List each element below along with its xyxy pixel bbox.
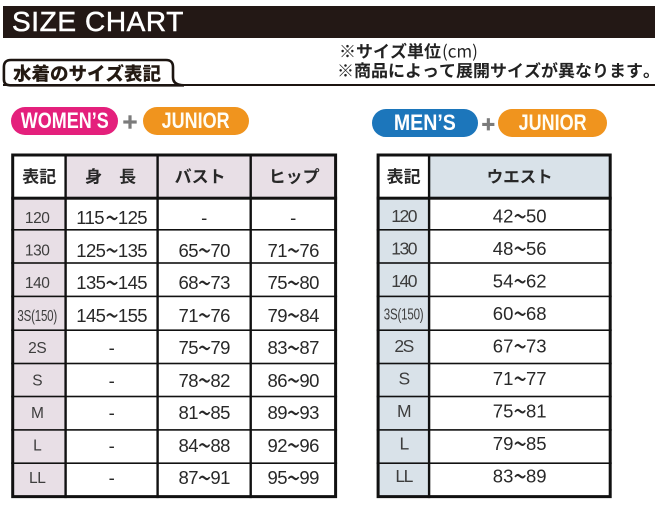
svg-text:3S(150): 3S(150) — [384, 304, 424, 322]
svg-text:73: 73 — [210, 272, 230, 293]
svg-text:125: 125 — [118, 207, 147, 228]
svg-text:81: 81 — [179, 402, 199, 423]
svg-text:76: 76 — [299, 240, 319, 261]
svg-text:84: 84 — [299, 305, 319, 326]
svg-text:3S(150): 3S(150) — [17, 306, 57, 324]
svg-text:87: 87 — [179, 467, 199, 488]
svg-text:LL: LL — [395, 466, 413, 486]
svg-text:42: 42 — [493, 206, 514, 227]
svg-text:L: L — [399, 434, 409, 454]
svg-text:L: L — [33, 438, 42, 455]
svg-text:82: 82 — [210, 370, 230, 391]
svg-text:85: 85 — [210, 402, 230, 423]
svg-text:-: - — [201, 207, 207, 228]
svg-text:75: 75 — [268, 272, 288, 293]
svg-text:LL: LL — [29, 470, 46, 487]
svg-text:75: 75 — [493, 401, 514, 422]
svg-text:77: 77 — [526, 368, 547, 389]
svg-text:120: 120 — [391, 206, 417, 226]
svg-text:78: 78 — [179, 370, 199, 391]
svg-text:56: 56 — [526, 238, 547, 259]
svg-text:70: 70 — [210, 240, 230, 261]
svg-text:95: 95 — [268, 467, 288, 488]
svg-text:88: 88 — [210, 435, 230, 456]
svg-text:145: 145 — [76, 305, 105, 326]
svg-text:84: 84 — [179, 435, 199, 456]
svg-text:M: M — [31, 405, 44, 422]
svg-text:145: 145 — [118, 272, 147, 293]
svg-text:130: 130 — [391, 239, 417, 259]
svg-text:96: 96 — [299, 435, 319, 456]
svg-text:71: 71 — [493, 368, 514, 389]
svg-text:99: 99 — [299, 467, 319, 488]
svg-text:62: 62 — [526, 271, 547, 292]
svg-text:75: 75 — [179, 337, 199, 358]
svg-text:90: 90 — [299, 370, 319, 391]
svg-text:92: 92 — [268, 435, 288, 456]
svg-text:89: 89 — [268, 402, 288, 423]
svg-text:155: 155 — [118, 305, 147, 326]
svg-text:-: - — [109, 467, 115, 488]
svg-text:-: - — [109, 370, 115, 391]
svg-text:79: 79 — [268, 305, 288, 326]
svg-text:120: 120 — [25, 210, 50, 227]
svg-text:65: 65 — [179, 240, 199, 261]
svg-text:140: 140 — [391, 271, 417, 291]
svg-text:91: 91 — [210, 467, 230, 488]
svg-text:83: 83 — [268, 337, 288, 358]
svg-text:76: 76 — [210, 305, 230, 326]
svg-text:79: 79 — [493, 433, 514, 454]
svg-text:2S: 2S — [28, 340, 46, 357]
svg-text:2S: 2S — [394, 336, 413, 356]
svg-text:67: 67 — [493, 336, 514, 357]
svg-text:135: 135 — [118, 240, 147, 261]
svg-text:86: 86 — [268, 370, 288, 391]
svg-text:125: 125 — [76, 240, 105, 261]
svg-text:54: 54 — [493, 271, 514, 292]
svg-text:S: S — [32, 373, 42, 390]
svg-text:73: 73 — [526, 336, 547, 357]
svg-text:48: 48 — [493, 238, 514, 259]
svg-text:89: 89 — [526, 466, 547, 487]
svg-text:68: 68 — [179, 272, 199, 293]
svg-text:50: 50 — [526, 206, 547, 227]
svg-text:-: - — [290, 207, 296, 228]
svg-text:85: 85 — [526, 433, 547, 454]
svg-text:-: - — [109, 402, 115, 423]
svg-text:79: 79 — [210, 337, 230, 358]
svg-text:87: 87 — [299, 337, 319, 358]
svg-text:60: 60 — [493, 303, 514, 324]
svg-text:130: 130 — [25, 243, 50, 260]
svg-text:140: 140 — [25, 275, 50, 292]
svg-text:68: 68 — [526, 303, 547, 324]
svg-text:83: 83 — [493, 466, 514, 487]
svg-text:71: 71 — [268, 240, 288, 261]
svg-text:-: - — [109, 435, 115, 456]
svg-text:93: 93 — [299, 402, 319, 423]
svg-text:S: S — [399, 369, 410, 389]
svg-text:-: - — [109, 337, 115, 358]
svg-text:80: 80 — [299, 272, 319, 293]
svg-text:135: 135 — [76, 272, 105, 293]
svg-text:81: 81 — [526, 401, 547, 422]
svg-text:M: M — [397, 401, 411, 421]
svg-text:71: 71 — [179, 305, 199, 326]
svg-text:115: 115 — [76, 207, 104, 228]
